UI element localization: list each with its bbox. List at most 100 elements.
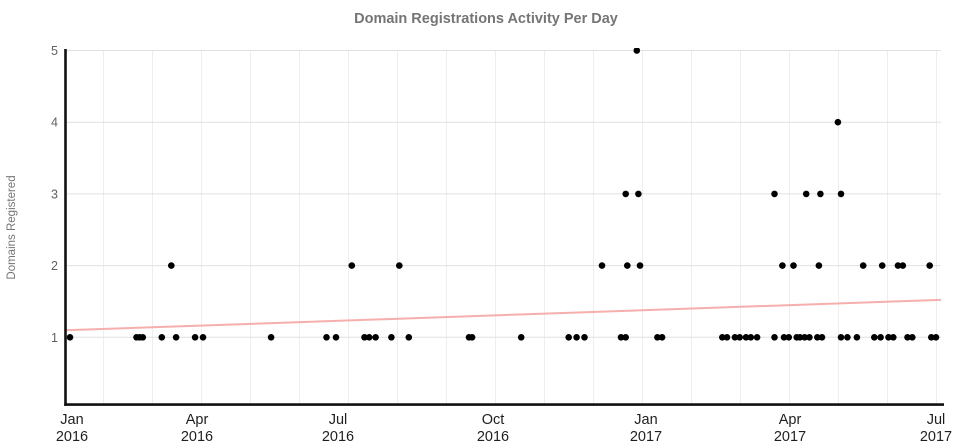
data-point[interactable]	[871, 334, 878, 341]
data-point[interactable]	[818, 334, 826, 341]
data-point[interactable]	[361, 334, 368, 341]
y-axis-title: Domains Registered	[6, 175, 18, 279]
data-point[interactable]	[405, 334, 413, 341]
x-tick-month-label: Oct	[482, 412, 505, 428]
data-point[interactable]	[332, 334, 340, 341]
x-tick-year-label: 2017	[920, 429, 952, 445]
data-point[interactable]	[168, 262, 175, 269]
data-point[interactable]	[199, 334, 207, 341]
x-tick-year-label: 2017	[774, 429, 806, 445]
trend-line-group	[64, 298, 942, 332]
data-point[interactable]	[598, 262, 606, 269]
data-point[interactable]	[747, 334, 755, 341]
data-point[interactable]	[66, 334, 74, 341]
data-point[interactable]	[928, 334, 935, 341]
data-point[interactable]	[172, 334, 180, 341]
data-point[interactable]	[802, 190, 810, 198]
data-point[interactable]	[771, 190, 778, 198]
data-point[interactable]	[396, 262, 403, 269]
data-point[interactable]	[853, 334, 861, 341]
data-point[interactable]	[899, 262, 907, 269]
data-point[interactable]	[323, 334, 330, 341]
data-point[interactable]	[753, 334, 761, 341]
data-point[interactable]	[191, 334, 199, 341]
data-point[interactable]	[779, 262, 786, 269]
data-point[interactable]	[742, 334, 750, 341]
data-point[interactable]	[771, 334, 778, 341]
data-point[interactable]	[806, 334, 813, 341]
data-point[interactable]	[468, 334, 476, 341]
data-point[interactable]	[388, 334, 395, 341]
data-point[interactable]	[658, 334, 666, 341]
y-tick-label: 1	[51, 331, 58, 345]
data-point[interactable]	[654, 334, 661, 341]
data-point[interactable]	[633, 47, 641, 54]
data-point[interactable]	[267, 334, 275, 341]
data-point[interactable]	[635, 190, 642, 198]
data-point[interactable]	[622, 334, 629, 341]
data-points	[66, 47, 940, 341]
y-tick-label: 4	[51, 116, 58, 130]
data-point[interactable]	[796, 334, 804, 341]
data-point[interactable]	[815, 262, 823, 269]
data-point[interactable]	[365, 334, 373, 341]
data-point[interactable]	[844, 334, 851, 341]
x-tick-month-label: Jul	[927, 412, 946, 428]
data-point[interactable]	[624, 262, 631, 269]
y-tick-label: 3	[51, 187, 58, 201]
x-tick-month-label: Apr	[186, 412, 209, 428]
data-point[interactable]	[573, 334, 580, 341]
data-point[interactable]	[817, 190, 824, 198]
x-tick-month-label: Jan	[634, 412, 657, 428]
data-point[interactable]	[894, 262, 902, 269]
data-point[interactable]	[877, 334, 884, 341]
axes	[64, 49, 944, 406]
data-point[interactable]	[617, 334, 625, 341]
x-tick-month-label: Apr	[779, 412, 802, 428]
data-point[interactable]	[926, 262, 933, 269]
data-point[interactable]	[581, 334, 588, 341]
data-point[interactable]	[517, 334, 525, 341]
data-point[interactable]	[139, 334, 147, 341]
x-tick-month-label: Jan	[60, 412, 83, 428]
data-point[interactable]	[834, 118, 842, 126]
x-tick-year-label: 2016	[477, 429, 509, 445]
x-tick-year-label: 2017	[630, 429, 662, 445]
data-point[interactable]	[622, 190, 629, 198]
data-point[interactable]	[158, 334, 166, 341]
data-point[interactable]	[801, 334, 808, 341]
trend-line	[64, 298, 942, 332]
data-point[interactable]	[719, 334, 726, 341]
x-tick-year-label: 2016	[322, 429, 354, 445]
x-tick-labels: Jan2016Apr2016Jul2016Oct2016Jan2017Apr20…	[56, 412, 952, 445]
chart-title: Domain Registrations Activity Per Day	[354, 11, 618, 27]
x-tick-year-label: 2016	[181, 429, 213, 445]
y-tick-label: 5	[51, 44, 58, 58]
y-tick-labels: 1 2 3 4 5	[51, 44, 58, 345]
data-point[interactable]	[636, 262, 644, 269]
data-point[interactable]	[878, 262, 886, 269]
data-point[interactable]	[909, 334, 916, 341]
data-point[interactable]	[890, 334, 897, 341]
data-point[interactable]	[904, 334, 911, 341]
data-point[interactable]	[790, 262, 797, 269]
data-point[interactable]	[885, 334, 892, 341]
x-tick-month-label: Jul	[329, 412, 348, 428]
data-point[interactable]	[565, 334, 572, 341]
data-point[interactable]	[785, 334, 793, 341]
data-point[interactable]	[814, 334, 821, 341]
data-point[interactable]	[780, 334, 788, 341]
data-point[interactable]	[736, 334, 743, 341]
data-point[interactable]	[731, 334, 739, 341]
data-point[interactable]	[837, 334, 845, 341]
data-point[interactable]	[837, 190, 845, 198]
data-point[interactable]	[723, 334, 731, 341]
vertical-gridlines	[103, 50, 937, 405]
data-point[interactable]	[932, 334, 940, 341]
data-point[interactable]	[859, 262, 867, 269]
data-point[interactable]	[372, 334, 379, 341]
data-point[interactable]	[348, 262, 356, 269]
horizontal-gridlines	[65, 50, 941, 338]
